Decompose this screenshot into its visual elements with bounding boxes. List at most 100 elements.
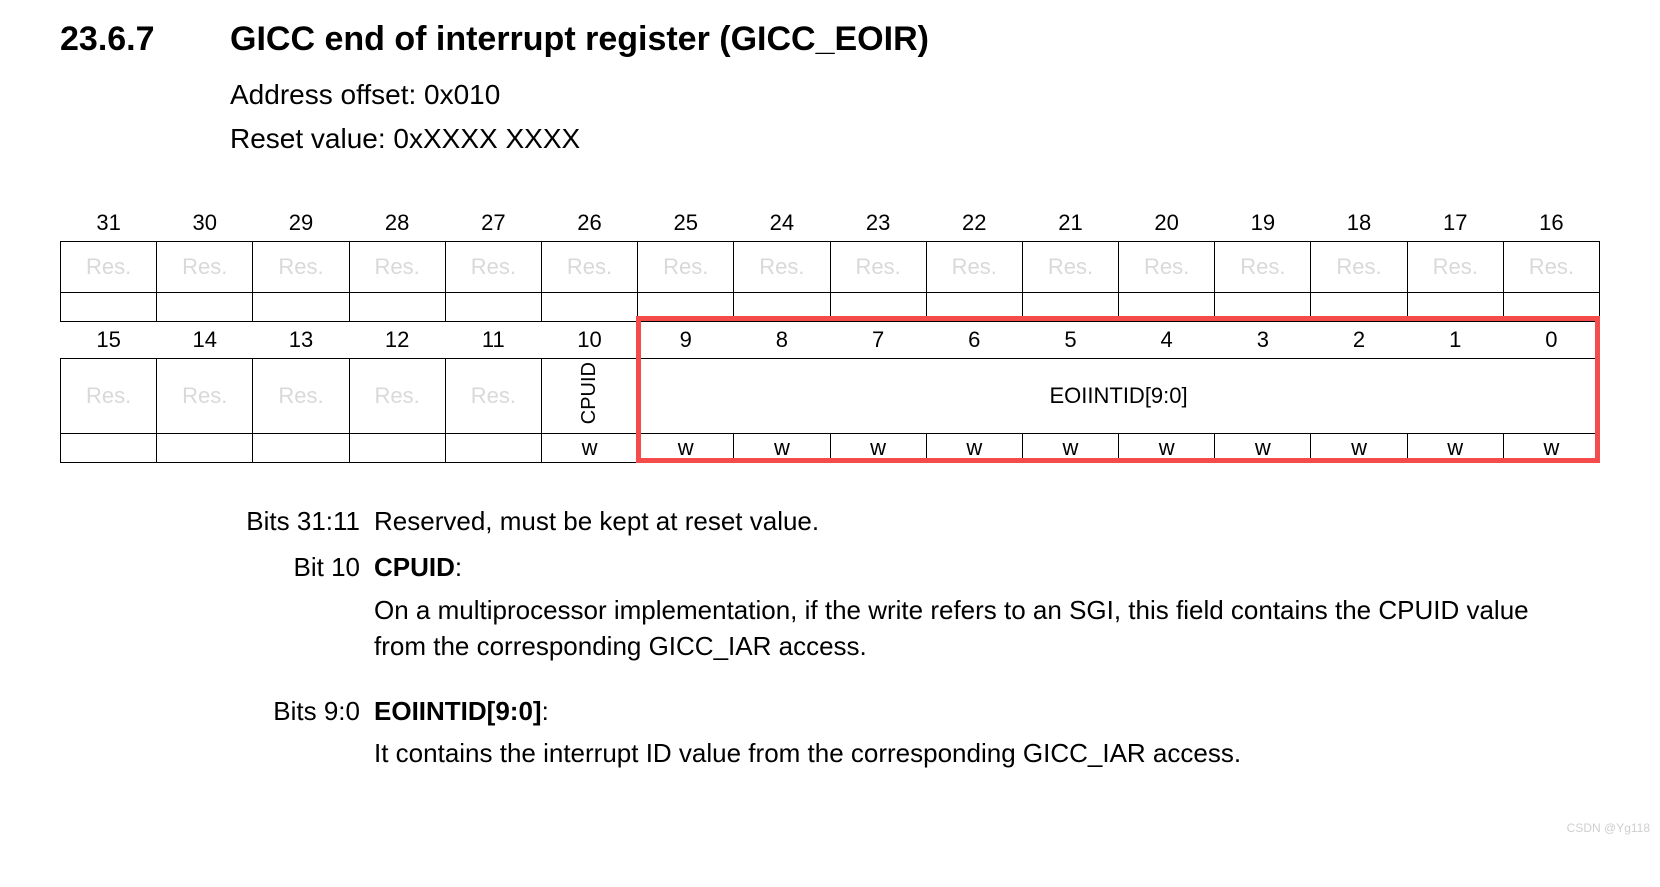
access-cell — [157, 293, 253, 322]
desc-bits-label: Bits 9:0 — [160, 693, 374, 790]
reserved-cell: Res. — [830, 242, 926, 293]
access-cell — [926, 293, 1022, 322]
reserved-cell: Res. — [734, 242, 830, 293]
reserved-cell: Res. — [445, 359, 541, 434]
access-cell — [541, 293, 637, 322]
bit-number: 1 — [1407, 322, 1503, 359]
desc-row: Bits 31:11 Reserved, must be kept at res… — [160, 503, 1600, 539]
bit-number: 30 — [157, 205, 253, 242]
access-cell — [734, 293, 830, 322]
desc-text: Reserved, must be kept at reset value. — [374, 506, 819, 536]
reserved-cell: Res. — [1215, 242, 1311, 293]
bit-number: 21 — [1022, 205, 1118, 242]
access-cell-w: w — [1022, 434, 1118, 463]
reserved-cell: Res. — [253, 359, 349, 434]
access-cell — [830, 293, 926, 322]
reserved-cell: Res. — [445, 242, 541, 293]
reserved-cell: Res. — [541, 242, 637, 293]
desc-text: On a multiprocessor implementation, if t… — [374, 592, 1540, 665]
reserved-cell: Res. — [926, 242, 1022, 293]
bit-number: 31 — [61, 205, 157, 242]
heading-row: 23.6.7 GICC end of interrupt register (G… — [60, 20, 1600, 59]
access-cell — [61, 434, 157, 463]
access-row-high — [61, 293, 1600, 322]
watermark: CSDN @Yg118 — [1567, 821, 1650, 835]
cpuid-cell: CPUID — [541, 359, 637, 434]
bit-number: 5 — [1022, 322, 1118, 359]
bit-number: 0 — [1503, 322, 1599, 359]
register-bitfield-table: 31 30 29 28 27 26 25 24 23 22 21 20 19 1… — [60, 205, 1600, 463]
reserved-cell: Res. — [349, 242, 445, 293]
access-cell — [61, 293, 157, 322]
access-cell-w: w — [1215, 434, 1311, 463]
bit-number: 17 — [1407, 205, 1503, 242]
desc-body: CPUID: On a multiprocessor implementatio… — [374, 549, 1600, 682]
page: 23.6.7 GICC end of interrupt register (G… — [0, 0, 1660, 839]
access-cell-w: w — [926, 434, 1022, 463]
access-cell — [1311, 293, 1407, 322]
access-cell-w: w — [1311, 434, 1407, 463]
desc-bits-label: Bits 31:11 — [160, 503, 374, 539]
bit-number: 27 — [445, 205, 541, 242]
bit-number: 9 — [638, 322, 734, 359]
access-cell — [349, 434, 445, 463]
bit-number: 13 — [253, 322, 349, 359]
desc-text: It contains the interrupt ID value from … — [374, 735, 1540, 771]
eoiintid-cell: EOIINTID[9:0] — [638, 359, 1600, 434]
bit-number: 8 — [734, 322, 830, 359]
bit-number: 12 — [349, 322, 445, 359]
register-table: 31 30 29 28 27 26 25 24 23 22 21 20 19 1… — [60, 205, 1600, 463]
bit-number: 20 — [1119, 205, 1215, 242]
access-cell — [253, 293, 349, 322]
access-cell-w: w — [638, 434, 734, 463]
reserved-cell: Res. — [349, 359, 445, 434]
bit-number: 10 — [541, 322, 637, 359]
access-cell-w: w — [1119, 434, 1215, 463]
reserved-cell: Res. — [61, 242, 157, 293]
bit-number: 29 — [253, 205, 349, 242]
bit-number: 26 — [541, 205, 637, 242]
access-cell-w: w — [830, 434, 926, 463]
access-cell — [1119, 293, 1215, 322]
bit-number: 11 — [445, 322, 541, 359]
desc-row: Bit 10 CPUID: On a multiprocessor implem… — [160, 549, 1600, 682]
access-cell — [1022, 293, 1118, 322]
bit-numbers-high: 31 30 29 28 27 26 25 24 23 22 21 20 19 1… — [61, 205, 1600, 242]
access-row-low: w w w w w w w w w w w — [61, 434, 1600, 463]
reset-value: Reset value: 0xXXXX XXXX — [230, 123, 1600, 155]
reserved-cell: Res. — [1407, 242, 1503, 293]
access-cell — [253, 434, 349, 463]
bit-number: 22 — [926, 205, 1022, 242]
access-cell — [157, 434, 253, 463]
desc-row: Bits 9:0 EOIINTID[9:0]: It contains the … — [160, 693, 1600, 790]
reserved-cell: Res. — [1022, 242, 1118, 293]
bit-number: 23 — [830, 205, 926, 242]
access-cell — [349, 293, 445, 322]
bit-number: 24 — [734, 205, 830, 242]
field-row-high: Res. Res. Res. Res. Res. Res. Res. Res. … — [61, 242, 1600, 293]
access-cell — [1503, 293, 1599, 322]
desc-body: Reserved, must be kept at reset value. — [374, 503, 1600, 539]
access-cell — [1407, 293, 1503, 322]
field-row-low: Res. Res. Res. Res. Res. CPUID EOIINTID[… — [61, 359, 1600, 434]
desc-title: EOIINTID[9:0] — [374, 696, 542, 726]
bit-number: 16 — [1503, 205, 1599, 242]
cpuid-label: CPUID — [578, 362, 601, 424]
bit-descriptions: Bits 31:11 Reserved, must be kept at res… — [160, 503, 1600, 789]
bit-number: 3 — [1215, 322, 1311, 359]
reserved-cell: Res. — [1503, 242, 1599, 293]
desc-bits-label: Bit 10 — [160, 549, 374, 682]
access-cell-w: w — [1503, 434, 1599, 463]
bit-number: 25 — [638, 205, 734, 242]
bit-number: 15 — [61, 322, 157, 359]
reserved-cell: Res. — [157, 359, 253, 434]
access-cell — [638, 293, 734, 322]
bit-number: 4 — [1119, 322, 1215, 359]
reserved-cell: Res. — [1119, 242, 1215, 293]
reserved-cell: Res. — [253, 242, 349, 293]
access-cell-w: w — [734, 434, 830, 463]
desc-body: EOIINTID[9:0]: It contains the interrupt… — [374, 693, 1600, 790]
desc-title: CPUID — [374, 552, 455, 582]
bit-numbers-low: 15 14 13 12 11 10 9 8 7 6 5 4 3 2 1 0 — [61, 322, 1600, 359]
bit-number: 28 — [349, 205, 445, 242]
